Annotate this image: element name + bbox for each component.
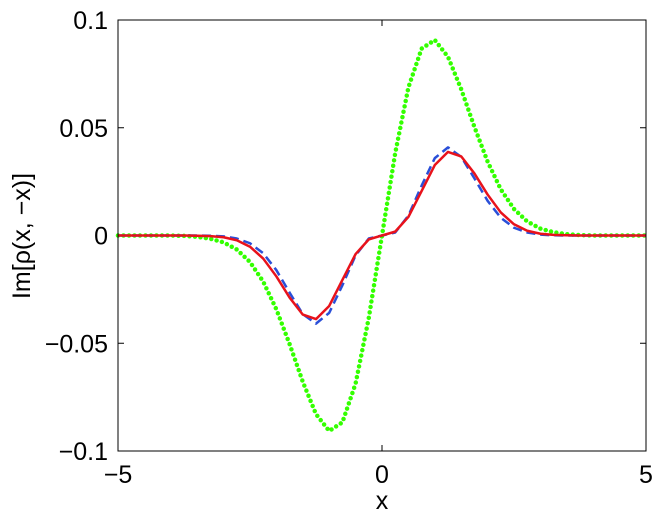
x-tick-label: 5 <box>639 461 653 489</box>
series-line <box>118 150 646 321</box>
y-tick-label: 0.05 <box>59 115 108 143</box>
y-axis-label: Im[ρ(x, −x)] <box>8 173 36 299</box>
plot-frame <box>117 19 647 452</box>
y-tick-label: −0.1 <box>59 438 108 466</box>
x-tick-label: −5 <box>104 461 133 489</box>
x-tick-label: 0 <box>375 461 389 489</box>
y-tick-label: 0.1 <box>73 7 108 35</box>
y-tick-label: −0.05 <box>45 330 108 358</box>
x-axis-label: x <box>376 487 389 515</box>
y-tick-label: 0 <box>94 223 108 251</box>
